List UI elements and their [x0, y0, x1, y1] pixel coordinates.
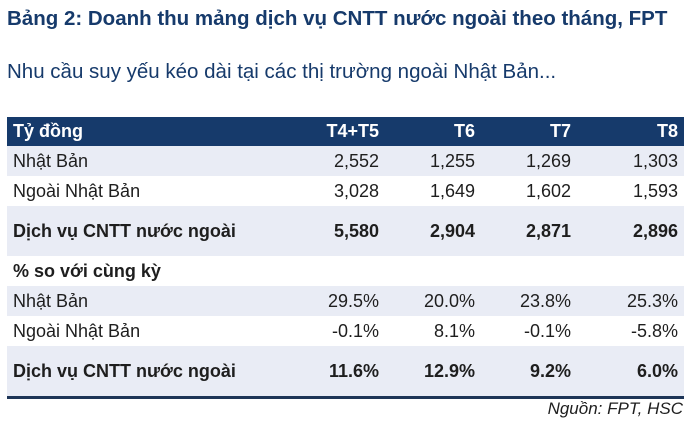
table-row-total: Dịch vụ CNTT nước ngoài 11.6% 12.9% 9.2%…	[7, 346, 684, 399]
cell: 23.8%	[481, 286, 577, 316]
row-label: Nhật Bản	[7, 286, 277, 316]
header-t7: T7	[481, 117, 577, 146]
cell: 1,649	[429, 181, 475, 201]
section-row: % so với cùng kỳ	[7, 256, 684, 286]
cell: 6.0%	[577, 346, 684, 399]
table-row: Ngoài Nhật Bản 3,028 1,649 1,602 1,593	[7, 176, 684, 206]
cell: 12.9%	[385, 346, 481, 399]
header-unit: Tỷ đồng	[7, 117, 277, 146]
cell: 2,896	[577, 206, 684, 256]
row-label: Nhật Bản	[7, 146, 277, 176]
row-label: Ngoài Nhật Bản	[13, 181, 141, 201]
cell: -0.1%	[523, 321, 571, 341]
table-row-total: Dịch vụ CNTT nước ngoài 5,580 2,904 2,87…	[7, 206, 684, 256]
cell	[481, 256, 577, 286]
cell: -0.1%	[331, 321, 379, 341]
header-t8: T8	[577, 117, 684, 146]
table-row: Nhật Bản 2,552 1,255 1,269 1,303	[7, 146, 684, 176]
header-t6: T6	[385, 117, 481, 146]
cell: 1,269	[481, 146, 577, 176]
source-note: Nguồn: FPT, HSC	[547, 399, 683, 418]
table-row: Nhật Bản 29.5% 20.0% 23.8% 25.3%	[7, 286, 684, 316]
header-t4-t5: T4+T5	[277, 117, 385, 146]
cell: 2,552	[277, 146, 385, 176]
cell	[277, 256, 385, 286]
revenue-table: Tỷ đồng T4+T5 T6 T7 T8 Nhật Bản 2,552 1,…	[7, 117, 684, 399]
cell: 29.5%	[277, 286, 385, 316]
cell: 5,580	[277, 206, 385, 256]
cell: 8.1%	[433, 321, 475, 341]
cell: 3,028	[333, 181, 379, 201]
row-label: Ngoài Nhật Bản	[13, 321, 141, 341]
cell: 20.0%	[385, 286, 481, 316]
cell: 1,255	[385, 146, 481, 176]
table-row: Ngoài Nhật Bản -0.1% 8.1% -0.1% -5.8%	[7, 316, 684, 346]
cell: 1,602	[525, 181, 571, 201]
cell: 9.2%	[481, 346, 577, 399]
section-label: % so với cùng kỳ	[13, 261, 161, 281]
cell: -5.8%	[630, 321, 678, 341]
cell: 1,303	[577, 146, 684, 176]
cell: 2,871	[481, 206, 577, 256]
cell: 11.6%	[277, 346, 385, 399]
table-subtitle: Nhu cầu suy yếu kéo dài tại các thị trườ…	[7, 60, 557, 83]
cell: 1,593	[632, 181, 678, 201]
cell: 2,904	[385, 206, 481, 256]
row-label: Dịch vụ CNTT nước ngoài	[7, 206, 277, 256]
row-label: Dịch vụ CNTT nước ngoài	[7, 346, 277, 399]
cell	[577, 256, 684, 286]
header-row: Tỷ đồng T4+T5 T6 T7 T8	[7, 117, 684, 146]
cell	[385, 256, 481, 286]
cell: 25.3%	[577, 286, 684, 316]
table-title: Bảng 2: Doanh thu mảng dịch vụ CNTT nước…	[7, 7, 668, 30]
